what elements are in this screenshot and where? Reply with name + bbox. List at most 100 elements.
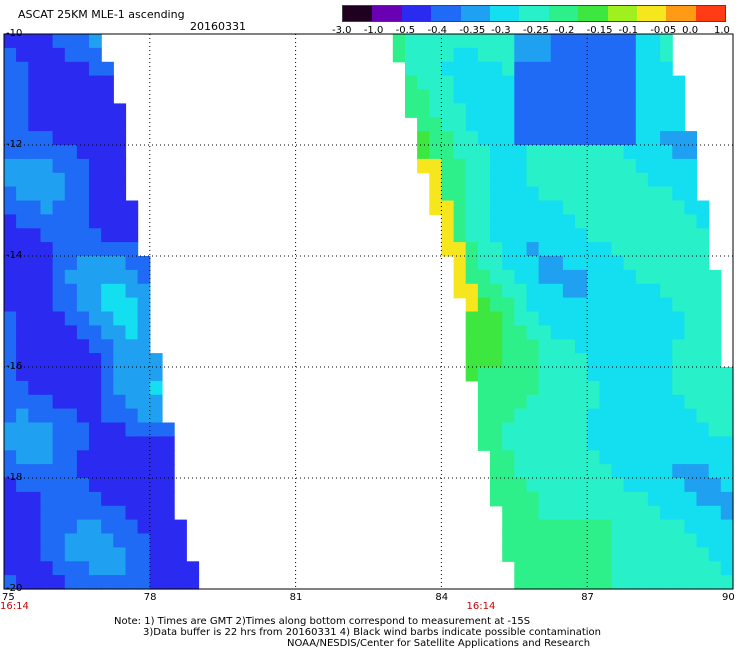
swath-cell — [465, 256, 479, 271]
swath-cell — [28, 186, 42, 202]
swath-cell — [137, 575, 151, 590]
swath-cell — [40, 422, 54, 437]
swath-cell — [538, 47, 552, 63]
swath-cell — [562, 297, 576, 313]
swath-cell — [4, 464, 17, 479]
swath-cell — [76, 283, 90, 299]
swath-cell — [611, 75, 625, 91]
swath-cell — [28, 89, 42, 104]
swath-cell — [575, 47, 588, 63]
swath-cell — [137, 491, 151, 507]
swath-cell — [660, 478, 673, 493]
swath-cell — [417, 75, 430, 91]
swath-cell — [76, 491, 90, 507]
swath-cell — [490, 158, 503, 174]
swath-cell — [64, 325, 78, 340]
swath-cell — [538, 297, 552, 313]
y-tick-label: -20 — [6, 583, 23, 594]
swath-cell — [149, 422, 163, 437]
swath-cell — [16, 61, 29, 77]
swath-cell — [672, 103, 685, 118]
swath-cell — [441, 103, 455, 118]
swath-cell — [441, 89, 455, 104]
swath-cell — [76, 89, 90, 104]
swath-cell — [587, 214, 600, 229]
swath-cell — [587, 117, 600, 132]
swath-cell — [562, 478, 576, 493]
swath-cell — [101, 561, 114, 576]
swath-cell — [125, 519, 139, 535]
swath-cell — [16, 200, 29, 215]
swath-cell — [477, 242, 491, 257]
swath-cell — [137, 269, 151, 285]
swath-cell — [465, 325, 479, 340]
swath-cell — [587, 47, 600, 63]
swath-cell — [113, 145, 127, 160]
swath-cell — [429, 89, 442, 104]
swath-cell — [490, 89, 503, 104]
swath-cell — [623, 533, 637, 548]
swath-cell — [647, 269, 661, 285]
swath-cell — [477, 297, 491, 313]
swath-cell — [441, 145, 455, 160]
colorbar-label: -0.25 — [523, 25, 549, 36]
swath-cell — [40, 75, 54, 91]
swath-cell — [40, 491, 54, 507]
swath-cell — [28, 394, 42, 410]
swath-cell — [40, 242, 54, 257]
swath-cell — [4, 200, 17, 215]
swath-cell — [708, 491, 722, 507]
swath-cell — [52, 297, 66, 313]
swath-cell — [514, 117, 528, 132]
swath-cell — [40, 145, 54, 160]
swath-cell — [64, 533, 78, 548]
swath-cell — [526, 380, 540, 396]
swath-cell — [490, 256, 503, 271]
swath-cell — [490, 269, 503, 285]
swath-cell — [490, 228, 503, 243]
swath-cell — [526, 117, 540, 132]
swath-cell — [660, 394, 673, 410]
swath-cell — [684, 491, 698, 507]
swath-cell — [28, 408, 42, 424]
swath-cell — [526, 367, 540, 382]
swath-cell — [125, 380, 139, 396]
swath-cell — [672, 297, 685, 313]
swath-cell — [696, 200, 710, 215]
swath-cell — [538, 464, 552, 479]
swath-cell — [502, 214, 515, 229]
swath-cell — [490, 367, 503, 382]
swath-cell — [538, 283, 552, 299]
swath-cell — [514, 89, 528, 104]
swath-cell — [125, 228, 139, 243]
swath-cell — [526, 103, 540, 118]
swath-cell — [684, 339, 698, 354]
swath-cell — [514, 158, 528, 174]
swath-cell — [623, 145, 637, 160]
swath-cell — [623, 117, 637, 132]
swath-cell — [720, 367, 734, 382]
swath-cell — [550, 519, 564, 535]
swath-cell — [125, 311, 139, 326]
swath-cell — [52, 339, 66, 354]
swath-cell — [538, 478, 552, 493]
swath-cell — [623, 103, 637, 118]
swath-cell — [599, 339, 613, 354]
swath-cell — [684, 464, 698, 479]
swath-cell — [89, 422, 102, 437]
swath-cell — [635, 394, 649, 410]
swath-cell — [550, 269, 564, 285]
swath-cell — [40, 256, 54, 271]
swath-cell — [477, 367, 491, 382]
swath-cell — [52, 561, 66, 576]
swath-cell — [550, 339, 564, 354]
x-tick-label: 78 — [143, 592, 157, 603]
swath-cell — [28, 450, 42, 465]
swath-cell — [720, 408, 734, 424]
swath-cell — [562, 103, 576, 118]
swath-cell — [623, 339, 637, 354]
swath-cell — [28, 561, 42, 576]
swath-cell — [514, 519, 528, 535]
swath-cell — [696, 478, 710, 493]
colorbar-swatch — [548, 6, 579, 21]
